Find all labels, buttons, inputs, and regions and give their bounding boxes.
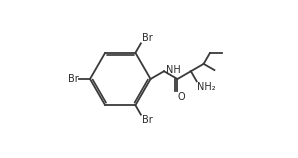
Text: NH: NH: [166, 65, 180, 76]
Text: O: O: [178, 92, 185, 102]
Text: Br: Br: [68, 74, 78, 84]
Text: Br: Br: [142, 115, 152, 125]
Text: Br: Br: [142, 33, 152, 43]
Text: NH₂: NH₂: [198, 82, 216, 92]
